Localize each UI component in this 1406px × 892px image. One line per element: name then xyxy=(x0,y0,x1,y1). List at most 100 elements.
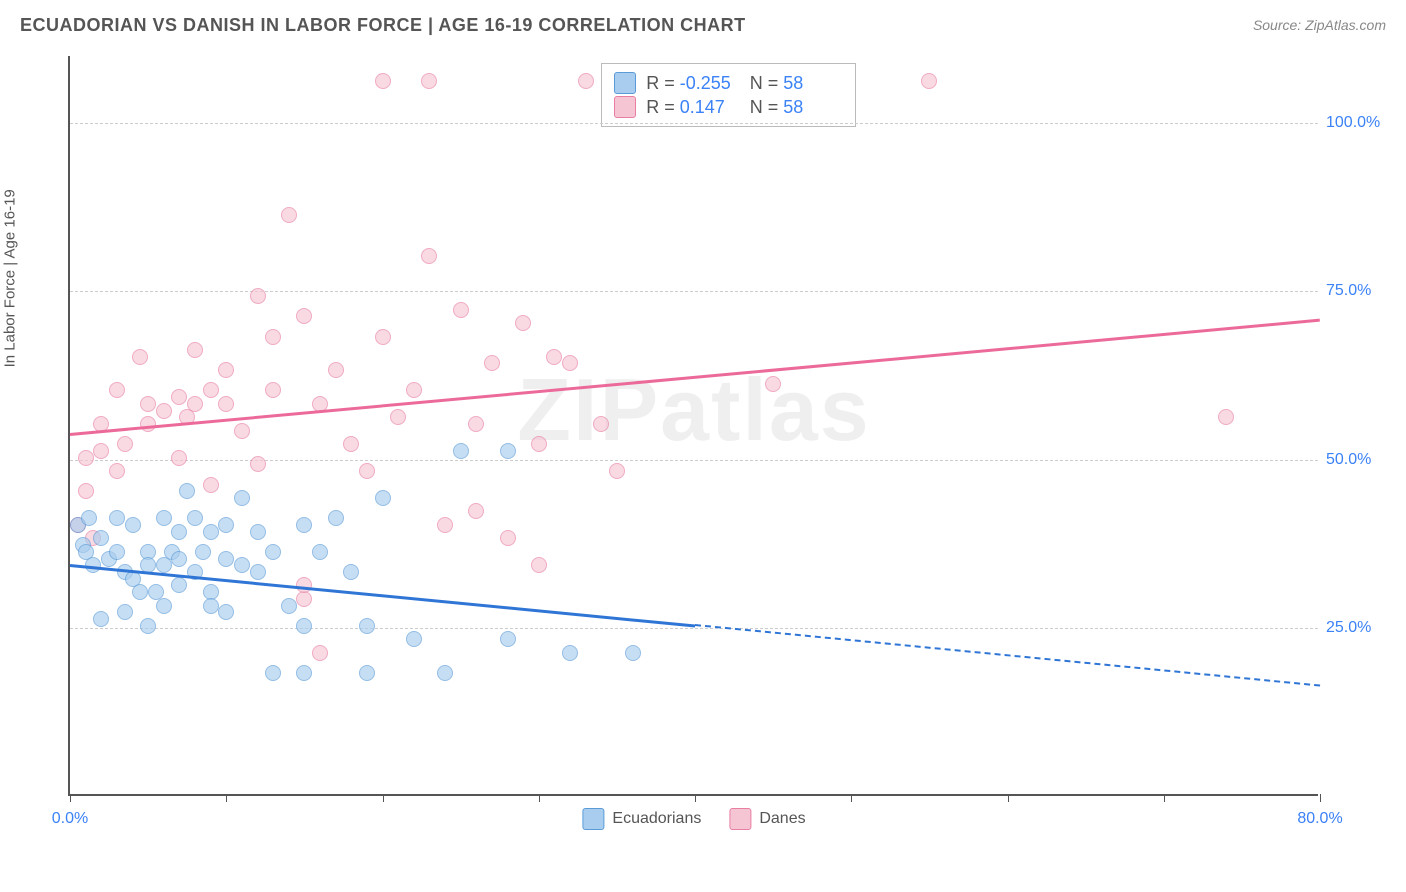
data-point-danes xyxy=(78,450,94,466)
data-point-danes xyxy=(296,308,312,324)
data-point-ecuadorians xyxy=(156,598,172,614)
gridline xyxy=(70,123,1318,124)
data-point-ecuadorians xyxy=(218,604,234,620)
data-point-ecuadorians xyxy=(195,544,211,560)
y-tick-label: 50.0% xyxy=(1326,451,1386,469)
data-point-danes xyxy=(203,382,219,398)
x-tick xyxy=(851,794,852,802)
data-point-ecuadorians xyxy=(171,577,187,593)
data-point-danes xyxy=(500,530,516,546)
data-point-ecuadorians xyxy=(359,665,375,681)
data-point-danes xyxy=(531,557,547,573)
data-point-ecuadorians xyxy=(156,510,172,526)
data-point-danes xyxy=(250,288,266,304)
data-point-ecuadorians xyxy=(117,604,133,620)
data-point-ecuadorians xyxy=(93,530,109,546)
data-point-danes xyxy=(265,382,281,398)
data-point-ecuadorians xyxy=(437,665,453,681)
x-tick xyxy=(1008,794,1009,802)
x-tick xyxy=(1164,794,1165,802)
legend-label: Danes xyxy=(759,810,805,828)
trend-line xyxy=(70,318,1320,435)
data-point-ecuadorians xyxy=(296,618,312,634)
data-point-ecuadorians xyxy=(625,645,641,661)
data-point-ecuadorians xyxy=(203,524,219,540)
data-point-ecuadorians xyxy=(218,551,234,567)
plot-area: ZIPatlas R = -0.255 N = 58R = 0.147 N = … xyxy=(68,56,1318,796)
data-point-danes xyxy=(203,477,219,493)
data-point-ecuadorians xyxy=(453,443,469,459)
legend-item-ecuadorians: Ecuadorians xyxy=(582,808,701,830)
data-point-danes xyxy=(1218,409,1234,425)
x-tick-label: 0.0% xyxy=(52,810,88,828)
data-point-danes xyxy=(578,73,594,89)
y-tick-label: 100.0% xyxy=(1326,114,1386,132)
x-tick xyxy=(695,794,696,802)
x-tick xyxy=(1320,794,1321,802)
data-point-ecuadorians xyxy=(109,544,125,560)
data-point-danes xyxy=(93,443,109,459)
data-point-ecuadorians xyxy=(234,557,250,573)
data-point-ecuadorians xyxy=(179,483,195,499)
x-tick xyxy=(70,794,71,802)
data-point-danes xyxy=(437,517,453,533)
data-point-ecuadorians xyxy=(218,517,234,533)
data-point-danes xyxy=(187,342,203,358)
data-point-danes xyxy=(171,389,187,405)
data-point-ecuadorians xyxy=(343,564,359,580)
data-point-danes xyxy=(375,73,391,89)
data-point-danes xyxy=(453,302,469,318)
data-point-danes xyxy=(218,362,234,378)
data-point-danes xyxy=(343,436,359,452)
data-point-ecuadorians xyxy=(296,665,312,681)
data-point-danes xyxy=(359,463,375,479)
data-point-danes xyxy=(375,329,391,345)
data-point-danes xyxy=(187,396,203,412)
data-point-ecuadorians xyxy=(171,551,187,567)
data-point-danes xyxy=(132,349,148,365)
data-point-ecuadorians xyxy=(312,544,328,560)
data-point-ecuadorians xyxy=(203,598,219,614)
data-point-danes xyxy=(515,315,531,331)
data-point-danes xyxy=(140,416,156,432)
correlation-stats-box: R = -0.255 N = 58R = 0.147 N = 58 xyxy=(601,63,856,127)
y-axis-label: In Labor Force | Age 16-19 xyxy=(2,189,19,367)
data-point-ecuadorians xyxy=(562,645,578,661)
data-point-ecuadorians xyxy=(187,510,203,526)
data-point-danes xyxy=(421,73,437,89)
swatch-icon xyxy=(614,96,636,118)
data-point-danes xyxy=(265,329,281,345)
x-tick xyxy=(383,794,384,802)
data-point-danes xyxy=(484,355,500,371)
trend-line xyxy=(70,564,695,628)
stats-row: R = 0.147 N = 58 xyxy=(614,96,843,118)
data-point-danes xyxy=(562,355,578,371)
data-point-ecuadorians xyxy=(406,631,422,647)
data-point-ecuadorians xyxy=(250,524,266,540)
data-point-ecuadorians xyxy=(171,524,187,540)
data-point-danes xyxy=(406,382,422,398)
y-tick-label: 75.0% xyxy=(1326,282,1386,300)
watermark: ZIPatlas xyxy=(517,359,870,461)
data-point-danes xyxy=(234,423,250,439)
data-point-ecuadorians xyxy=(281,598,297,614)
data-point-ecuadorians xyxy=(234,490,250,506)
stats-text: R = 0.147 N = 58 xyxy=(646,97,843,118)
data-point-danes xyxy=(328,362,344,378)
data-point-danes xyxy=(593,416,609,432)
data-point-danes xyxy=(531,436,547,452)
data-point-danes xyxy=(421,248,437,264)
source-label: Source: ZipAtlas.com xyxy=(1253,17,1386,33)
legend-item-danes: Danes xyxy=(729,808,805,830)
x-tick-label: 80.0% xyxy=(1297,810,1342,828)
data-point-danes xyxy=(250,456,266,472)
data-point-danes xyxy=(468,416,484,432)
gridline xyxy=(70,628,1318,629)
data-point-ecuadorians xyxy=(500,631,516,647)
y-tick-label: 25.0% xyxy=(1326,619,1386,637)
legend-label: Ecuadorians xyxy=(612,810,701,828)
data-point-ecuadorians xyxy=(250,564,266,580)
data-point-danes xyxy=(78,483,94,499)
data-point-ecuadorians xyxy=(296,517,312,533)
data-point-ecuadorians xyxy=(359,618,375,634)
